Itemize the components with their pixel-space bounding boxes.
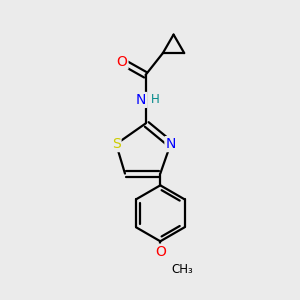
Text: H: H (151, 93, 159, 106)
Text: CH₃: CH₃ (172, 263, 193, 276)
Text: N: N (165, 137, 176, 151)
Text: O: O (117, 55, 128, 69)
Text: N: N (136, 93, 146, 107)
Text: O: O (155, 244, 166, 259)
Text: S: S (112, 137, 121, 151)
